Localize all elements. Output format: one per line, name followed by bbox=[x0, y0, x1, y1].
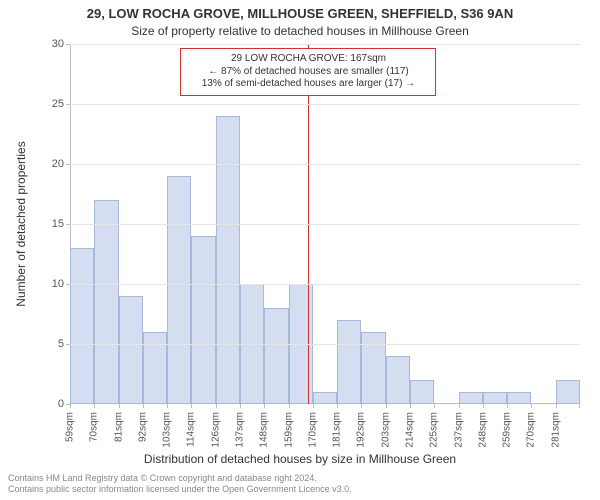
grid-line bbox=[70, 284, 580, 285]
x-tick bbox=[410, 404, 411, 408]
bar bbox=[459, 392, 483, 404]
grid-line bbox=[70, 104, 580, 105]
x-tick-label: 114sqm bbox=[186, 412, 197, 447]
annot-line-3: 13% of semi-detached houses are larger (… bbox=[187, 78, 429, 91]
chart-container: { "chart": { "type": "histogram", "title… bbox=[0, 0, 600, 500]
chart-title-address: 29, LOW ROCHA GROVE, MILLHOUSE GREEN, SH… bbox=[0, 6, 600, 21]
bar bbox=[94, 200, 118, 404]
x-tick-label: 81sqm bbox=[113, 412, 124, 442]
x-tick bbox=[579, 404, 580, 408]
x-tick bbox=[143, 404, 144, 408]
bar bbox=[483, 392, 507, 404]
x-tick bbox=[459, 404, 460, 408]
x-tick-label: 159sqm bbox=[283, 412, 294, 448]
x-tick bbox=[483, 404, 484, 408]
y-axis-title: Number of detached properties bbox=[14, 59, 28, 224]
x-tick bbox=[507, 404, 508, 408]
x-axis-title: Distribution of detached houses by size … bbox=[0, 452, 600, 466]
bar bbox=[70, 248, 94, 404]
bar bbox=[191, 236, 215, 404]
bar bbox=[556, 380, 580, 404]
bar bbox=[337, 320, 361, 404]
y-tick-label: 10 bbox=[52, 278, 64, 290]
x-tick bbox=[556, 404, 557, 408]
y-tick-label: 25 bbox=[52, 98, 64, 110]
x-tick-label: 259sqm bbox=[502, 412, 513, 448]
grid-line bbox=[70, 344, 580, 345]
y-tick bbox=[66, 224, 70, 225]
y-tick-label: 0 bbox=[58, 398, 64, 410]
bar bbox=[313, 392, 337, 404]
grid-line bbox=[70, 164, 580, 165]
footer-line-1: Contains HM Land Registry data © Crown c… bbox=[8, 473, 352, 485]
bar bbox=[361, 332, 385, 404]
y-tick-label: 15 bbox=[52, 218, 64, 230]
x-tick bbox=[337, 404, 338, 408]
bar bbox=[410, 380, 434, 404]
x-tick bbox=[531, 404, 532, 408]
grid-line bbox=[70, 224, 580, 225]
x-tick bbox=[434, 404, 435, 408]
x-tick-label: 170sqm bbox=[307, 412, 318, 448]
bar bbox=[143, 332, 167, 404]
chart-subtitle: Size of property relative to detached ho… bbox=[0, 24, 600, 38]
y-tick bbox=[66, 284, 70, 285]
y-tick-label: 30 bbox=[52, 38, 64, 50]
x-tick bbox=[216, 404, 217, 408]
footer-line-2: Contains public sector information licen… bbox=[8, 484, 352, 496]
x-tick bbox=[240, 404, 241, 408]
grid-line bbox=[70, 44, 580, 45]
x-tick-label: 70sqm bbox=[89, 412, 100, 442]
x-tick-label: 59sqm bbox=[65, 412, 76, 442]
y-tick-label: 20 bbox=[52, 158, 64, 170]
bar bbox=[119, 296, 143, 404]
annotation-box: 29 LOW ROCHA GROVE: 167sqm ← 87% of deta… bbox=[180, 48, 436, 96]
x-tick-label: 270sqm bbox=[526, 412, 537, 448]
x-tick-label: 137sqm bbox=[235, 412, 246, 448]
bar bbox=[167, 176, 191, 404]
x-tick bbox=[191, 404, 192, 408]
x-tick bbox=[119, 404, 120, 408]
x-tick bbox=[386, 404, 387, 408]
y-axis-title-text: Number of detached properties bbox=[14, 141, 28, 306]
x-tick-label: 281sqm bbox=[550, 412, 561, 448]
y-tick bbox=[66, 164, 70, 165]
x-tick-label: 148sqm bbox=[259, 412, 270, 448]
x-tick bbox=[289, 404, 290, 408]
annot-line-1: 29 LOW ROCHA GROVE: 167sqm bbox=[187, 53, 429, 66]
x-tick-label: 103sqm bbox=[162, 412, 173, 448]
x-tick-label: 181sqm bbox=[332, 412, 343, 448]
x-tick bbox=[70, 404, 71, 408]
annot-line-2: ← 87% of detached houses are smaller (11… bbox=[187, 66, 429, 79]
bar bbox=[507, 392, 531, 404]
x-tick-label: 192sqm bbox=[356, 412, 367, 448]
y-tick-label: 5 bbox=[58, 338, 64, 350]
x-tick bbox=[94, 404, 95, 408]
y-tick bbox=[66, 104, 70, 105]
x-tick-label: 203sqm bbox=[380, 412, 391, 448]
bar bbox=[264, 308, 288, 404]
bar bbox=[216, 116, 240, 404]
bar bbox=[386, 356, 410, 404]
y-tick bbox=[66, 44, 70, 45]
plot-area: 29 LOW ROCHA GROVE: 167sqm ← 87% of deta… bbox=[70, 44, 580, 404]
x-tick bbox=[361, 404, 362, 408]
x-tick-label: 92sqm bbox=[137, 412, 148, 442]
x-tick-label: 237sqm bbox=[453, 412, 464, 448]
x-tick-label: 126sqm bbox=[210, 412, 221, 448]
x-tick-label: 214sqm bbox=[405, 412, 416, 448]
x-tick-label: 225sqm bbox=[429, 412, 440, 448]
x-tick-label: 248sqm bbox=[477, 412, 488, 448]
y-tick bbox=[66, 344, 70, 345]
x-tick bbox=[313, 404, 314, 408]
attribution-footer: Contains HM Land Registry data © Crown c… bbox=[8, 473, 352, 496]
x-tick bbox=[167, 404, 168, 408]
x-tick bbox=[264, 404, 265, 408]
